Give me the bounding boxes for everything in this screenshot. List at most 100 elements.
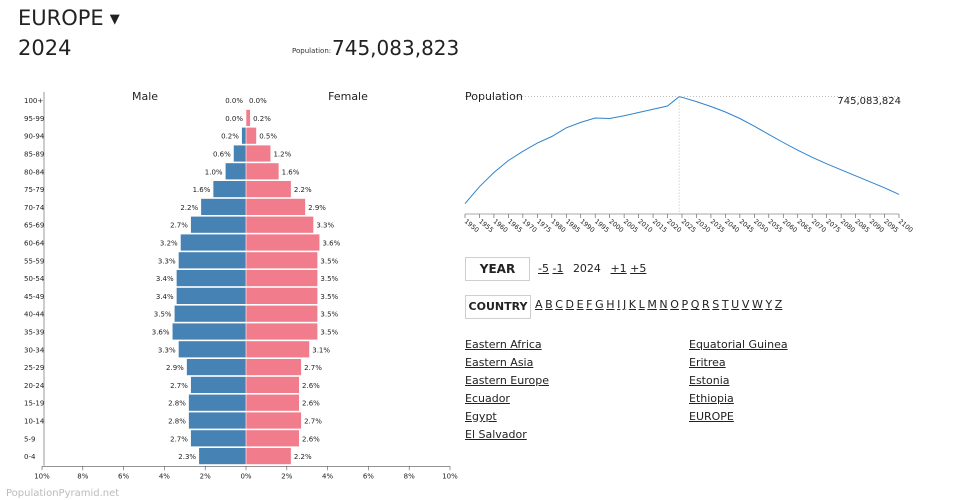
letter-link-r[interactable]: R xyxy=(702,298,710,311)
line-x-tick-label-1950: 1950 xyxy=(463,217,481,234)
letter-link-g[interactable]: G xyxy=(595,298,604,311)
letter-link-a[interactable]: A xyxy=(535,298,543,311)
year-button[interactable]: YEAR xyxy=(465,257,530,281)
female-value-label-45-49: 3.5% xyxy=(320,293,338,301)
letter-link-p[interactable]: P xyxy=(681,298,689,311)
male-bar-5-9 xyxy=(190,430,246,447)
female-value-label-15-19: 2.6% xyxy=(302,400,320,408)
x-tick-label-10: 10% xyxy=(442,472,458,480)
letter-link-h[interactable]: H xyxy=(606,298,615,311)
female-bar-10-14 xyxy=(246,412,302,429)
male-bar-15-19 xyxy=(188,394,246,411)
year-plus1-link[interactable]: +1 xyxy=(610,262,627,275)
letter-link-f[interactable]: F xyxy=(586,298,593,311)
letter-link-y[interactable]: Y xyxy=(765,298,773,311)
line-x-tick-label-1985: 1985 xyxy=(564,217,582,234)
letter-link-d[interactable]: D xyxy=(565,298,575,311)
line-x-tick-label-1995: 1995 xyxy=(593,217,611,234)
letter-link-m[interactable]: M xyxy=(647,298,657,311)
line-x-tick-label-2075: 2075 xyxy=(824,217,842,234)
line-x-tick-label-1965: 1965 xyxy=(506,217,524,234)
letter-link-j[interactable]: J xyxy=(622,298,627,311)
age-label-45-49: 45-49 xyxy=(24,293,44,301)
country-link-estonia[interactable]: Estonia xyxy=(689,374,730,387)
credit-text: PopulationPyramid.net xyxy=(6,488,120,499)
year-minus5-link[interactable]: -5 xyxy=(538,262,549,275)
female-value-label-25-29: 2.7% xyxy=(304,364,322,372)
letter-link-n[interactable]: N xyxy=(659,298,668,311)
line-x-tick-label-2035: 2035 xyxy=(709,217,727,234)
line-x-tick-label-2090: 2090 xyxy=(868,217,886,234)
population-line-chart: Population 745,083,824 19501955196019651… xyxy=(463,90,915,234)
line-chart-title: Population xyxy=(465,90,523,103)
letter-link-c[interactable]: C xyxy=(555,298,563,311)
letter-link-e[interactable]: E xyxy=(576,298,584,311)
letter-link-w[interactable]: W xyxy=(751,298,763,311)
line-x-tick-label-2030: 2030 xyxy=(694,217,712,234)
line-x-tick-label-1980: 1980 xyxy=(550,217,568,234)
male-value-label-85-89: 0.6% xyxy=(213,151,231,159)
country-button[interactable]: COUNTRY xyxy=(465,295,531,319)
female-bar-85-89 xyxy=(246,145,271,162)
male-label: Male xyxy=(132,90,158,103)
letter-link-l[interactable]: L xyxy=(638,298,645,311)
country-link-eastern-asia[interactable]: Eastern Asia xyxy=(465,356,534,369)
female-value-label-80-84: 1.6% xyxy=(282,168,300,176)
letter-link-u[interactable]: U xyxy=(731,298,740,311)
country-link-equatorial-guinea[interactable]: Equatorial Guinea xyxy=(689,338,788,351)
line-x-tick-label-2050: 2050 xyxy=(752,217,770,234)
x-tick-label-6: 2% xyxy=(281,472,292,480)
male-bar-10-14 xyxy=(188,412,246,429)
letter-link-z[interactable]: Z xyxy=(774,298,783,311)
age-label-85-89: 85-89 xyxy=(24,151,44,159)
female-bar-70-74 xyxy=(246,198,306,215)
country-link-egypt[interactable]: Egypt xyxy=(465,410,497,423)
year-navigation: -5 -1 2024 +1 +5 xyxy=(538,262,646,275)
male-value-label-50-54: 3.4% xyxy=(156,275,174,283)
male-value-label-0-4: 2.3% xyxy=(178,453,196,461)
country-link-ecuador[interactable]: Ecuador xyxy=(465,392,510,405)
line-x-tick-label-1970: 1970 xyxy=(521,217,539,234)
age-label-75-79: 75-79 xyxy=(24,186,44,194)
letter-link-s[interactable]: S xyxy=(712,298,720,311)
male-value-label-60-64: 3.2% xyxy=(160,240,178,248)
female-bar-80-84 xyxy=(246,163,279,180)
line-x-tick-label-2095: 2095 xyxy=(882,217,900,234)
year-minus1-link[interactable]: -1 xyxy=(552,262,564,275)
age-label-20-24: 20-24 xyxy=(24,382,45,390)
year-plus5-link[interactable]: +5 xyxy=(630,262,647,275)
line-x-tick-label-2040: 2040 xyxy=(723,217,741,234)
population-label: Population: xyxy=(292,47,332,55)
country-link-el-salvador[interactable]: El Salvador xyxy=(465,428,527,441)
letter-link-i[interactable]: I xyxy=(617,298,621,311)
country-link-eastern-africa[interactable]: Eastern Africa xyxy=(465,338,542,351)
male-bar-45-49 xyxy=(176,287,246,304)
country-link-eastern-europe[interactable]: Eastern Europe xyxy=(465,374,549,387)
letter-link-o[interactable]: O xyxy=(670,298,679,311)
letter-link-b[interactable]: B xyxy=(545,298,553,311)
female-value-label-30-34: 3.1% xyxy=(312,346,330,354)
country-link-europe[interactable]: EUROPE xyxy=(689,410,734,423)
female-label: Female xyxy=(328,90,368,103)
age-label-50-54: 50-54 xyxy=(24,275,45,283)
male-value-label-15-19: 2.8% xyxy=(168,400,186,408)
female-value-label-20-24: 2.6% xyxy=(302,382,320,390)
country-link-eritrea[interactable]: Eritrea xyxy=(689,356,726,369)
x-tick-label-3: 4% xyxy=(159,472,170,480)
age-label-100: 100+ xyxy=(24,97,43,105)
letter-link-k[interactable]: K xyxy=(628,298,636,311)
letter-link-v[interactable]: V xyxy=(741,298,750,311)
male-value-label-75-79: 1.6% xyxy=(193,186,211,194)
age-label-5-9: 5-9 xyxy=(24,435,35,443)
line-x-tick-label-2045: 2045 xyxy=(738,217,756,234)
male-value-label-35-39: 3.6% xyxy=(152,329,170,337)
line-x-tick-label-2060: 2060 xyxy=(781,217,799,234)
age-label-65-69: 65-69 xyxy=(24,222,44,230)
age-label-55-59: 55-59 xyxy=(24,257,44,265)
country-link-ethiopia[interactable]: Ethiopia xyxy=(689,392,734,405)
male-bar-35-39 xyxy=(172,323,246,340)
region-selector[interactable]: EUROPE ▼ xyxy=(18,6,120,30)
letter-link-q[interactable]: Q xyxy=(690,298,700,311)
male-bar-20-24 xyxy=(190,376,246,393)
letter-link-t[interactable]: T xyxy=(721,298,729,311)
